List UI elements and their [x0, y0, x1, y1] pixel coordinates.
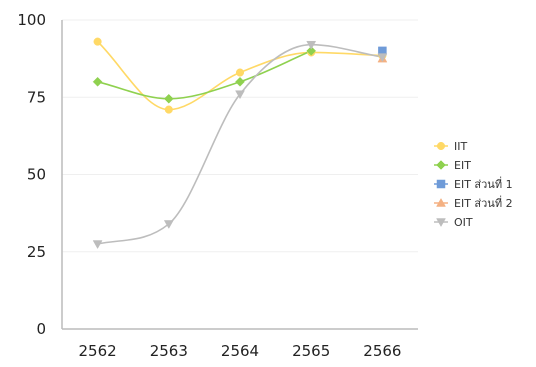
legend-marker — [436, 160, 446, 170]
y-tick-label: 100 — [17, 11, 46, 29]
x-tick-label: 2565 — [292, 342, 330, 360]
legend-item[interactable]: EIT ส่วนที่ 2 — [434, 195, 513, 210]
series-line-eit — [97, 50, 312, 100]
data-point — [306, 46, 317, 56]
data-point — [92, 240, 103, 250]
x-tick-label: 2564 — [221, 342, 259, 360]
legend-marker — [436, 197, 446, 207]
data-point — [377, 53, 388, 63]
legend-label: EIT ส่วนที่ 2 — [454, 195, 513, 210]
x-tick-label: 2562 — [79, 342, 117, 360]
data-point — [163, 220, 174, 229]
data-point — [306, 40, 317, 50]
legend-label: EIT — [454, 159, 471, 172]
series-markers — [92, 37, 388, 250]
data-point — [93, 37, 102, 46]
y-tick-label: 25 — [27, 243, 46, 261]
legend-label: IIT — [454, 140, 467, 153]
legend-label: OIT — [454, 216, 473, 229]
data-point — [164, 105, 173, 114]
y-tick-label: 50 — [27, 166, 46, 184]
legend-item[interactable]: EIT ส่วนที่ 1 — [434, 176, 513, 191]
data-point — [92, 76, 103, 87]
y-tick-label: 0 — [36, 320, 46, 338]
x-tick-label: 2563 — [150, 342, 188, 360]
data-point — [235, 76, 245, 87]
legend-label: EIT ส่วนที่ 1 — [454, 176, 513, 191]
data-point — [163, 93, 174, 104]
series-line-oit — [97, 43, 383, 245]
data-point — [235, 90, 245, 100]
y-tick-label: 75 — [27, 88, 46, 106]
legend-marker — [436, 218, 446, 228]
legend: IIT EIT EIT ส่วนที่ 1 EIT ส่วนที่ 2 OIT — [434, 140, 513, 229]
legend-item[interactable]: IIT — [434, 140, 467, 153]
x-tick-label: 2566 — [363, 342, 401, 360]
legend-item[interactable]: OIT — [434, 216, 473, 229]
legend-item[interactable]: EIT — [434, 159, 471, 172]
data-point — [235, 68, 245, 77]
legend-marker — [436, 141, 446, 151]
legend-marker — [436, 179, 446, 189]
axes: 0 25 50 75 100 2562 2563 2564 2565 2566 — [17, 11, 418, 360]
